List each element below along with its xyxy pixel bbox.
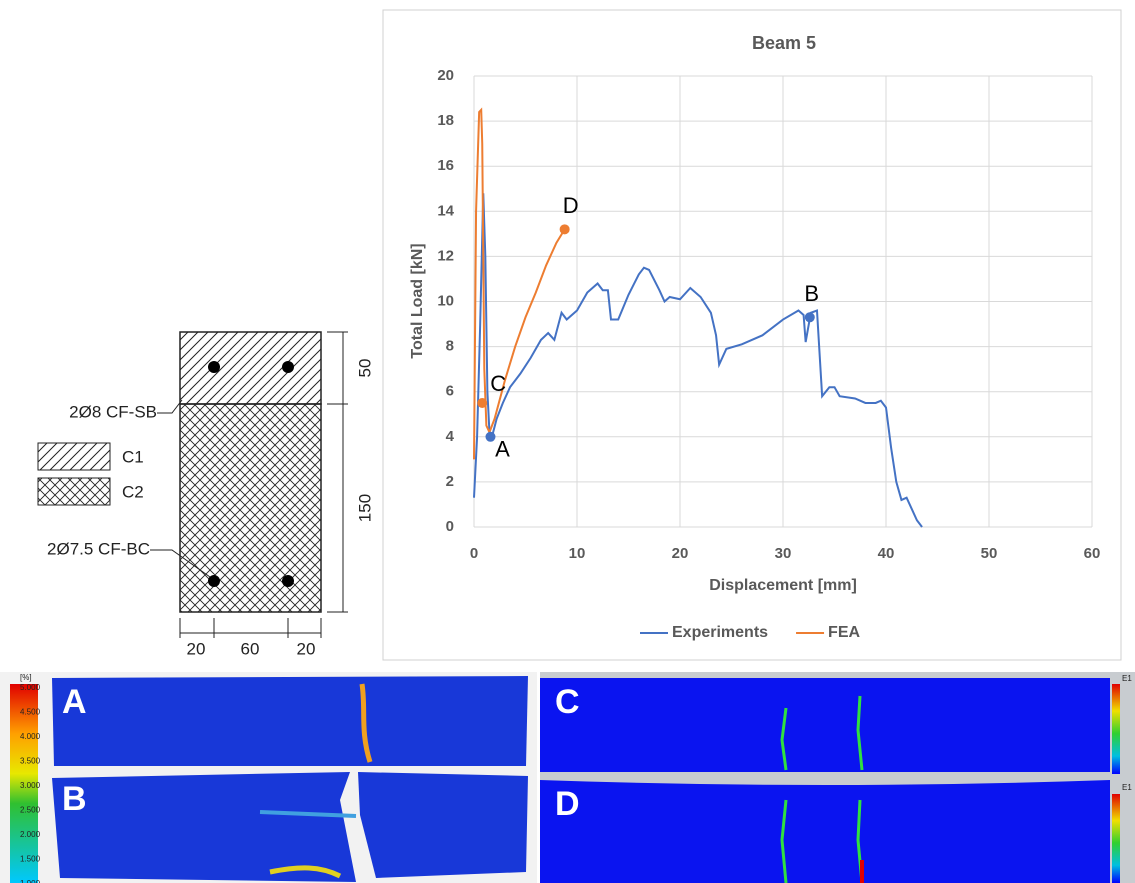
annotation-point	[477, 397, 488, 408]
rebar	[208, 361, 220, 373]
colorbar-unit: E1	[1122, 783, 1132, 792]
strain-image	[52, 676, 528, 766]
colorbar-label: 1.000	[20, 879, 41, 883]
y-tick-label: 16	[437, 157, 454, 174]
rebar	[282, 575, 294, 587]
fea-image	[540, 678, 1110, 772]
y-tick-label: 2	[446, 473, 454, 490]
colorbar-label: 1.500	[20, 855, 41, 864]
y-tick-label: 20	[437, 67, 454, 84]
colorbar-label: 5.000	[20, 683, 41, 692]
fea-image	[540, 780, 1110, 883]
rebar-label: 2Ø7.5 CF-BC	[47, 539, 150, 558]
x-tick-label: 60	[1084, 545, 1101, 562]
x-tick-label: 30	[775, 545, 792, 562]
rebar	[282, 361, 294, 373]
chart-title: Beam 5	[752, 33, 816, 53]
dimension: 150	[355, 494, 374, 522]
colorbar	[1112, 794, 1120, 883]
annotation-label: C	[490, 371, 506, 396]
colorbar-label: 2.000	[20, 830, 41, 839]
colorbar-label: 4.500	[20, 708, 41, 717]
annotation-label: D	[563, 193, 579, 218]
dic-panels: [%] 5.000 4.500 4.000 3.500 3.000 2.500 2.000 1…	[0, 672, 1135, 883]
annotation-label: B	[804, 281, 819, 306]
dimension: 50	[355, 359, 374, 378]
colorbar-label: 3.000	[20, 781, 41, 790]
annotation-point	[804, 312, 815, 323]
panel-label: D	[555, 785, 580, 823]
y-tick-label: 4	[446, 428, 455, 445]
rebar-label: 2Ø8 CF-SB	[69, 402, 157, 421]
x-tick-label: 0	[470, 545, 478, 562]
colorbar-unit: [%]	[20, 673, 32, 682]
panel-label: C	[555, 683, 580, 721]
panel-label: B	[62, 780, 87, 818]
x-tick-label: 10	[569, 545, 586, 562]
crack	[269, 865, 342, 879]
annotation-point	[485, 431, 496, 442]
dimension: 20	[297, 639, 316, 658]
legend-label: Experiments	[672, 624, 768, 641]
colorbar-label: 4.000	[20, 732, 41, 741]
crack	[780, 695, 864, 771]
dimension-lines	[179, 331, 348, 638]
legend-swatch	[37, 477, 111, 506]
colorbar-unit: E1	[1122, 674, 1132, 683]
colorbar-label: 3.500	[20, 757, 41, 766]
zone-c1	[179, 331, 322, 405]
x-tick-label: 20	[672, 545, 689, 562]
zone-c2	[179, 403, 322, 613]
y-tick-label: 18	[437, 112, 454, 129]
annotation-point	[559, 224, 570, 235]
colorbar	[1112, 684, 1120, 774]
y-tick-label: 14	[437, 202, 454, 219]
legend-swatch	[37, 442, 111, 471]
cross-section: 50 150 20 60 20 2Ø8 CF-SB 2Ø7.5 CF-BC C1…	[37, 331, 374, 658]
strain-image	[358, 772, 528, 878]
annotation-label: A	[495, 437, 510, 462]
y-tick-label: 10	[437, 292, 454, 309]
panel-label: A	[62, 683, 87, 721]
x-tick-label: 40	[878, 545, 895, 562]
legend-label: FEA	[828, 624, 860, 641]
crack	[359, 683, 373, 763]
dimension: 20	[187, 639, 206, 658]
y-tick-label: 12	[437, 247, 454, 264]
x-tick-label: 50	[981, 545, 998, 562]
rebar	[208, 575, 220, 587]
crack	[259, 810, 357, 818]
plot: 0 2 4 6 8 10 12 14 16 18 20 0 10 20 30 40 50 60 A B C D Experi…	[437, 67, 1100, 641]
y-axis-label: Total Load [kN]	[409, 243, 426, 358]
legend-label: C2	[122, 482, 144, 501]
chart-frame	[382, 9, 1122, 661]
series-line	[473, 193, 923, 528]
colorbar	[10, 684, 38, 883]
strain-image	[52, 772, 356, 882]
leader	[150, 549, 211, 578]
dimension: 60	[241, 639, 260, 658]
y-tick-label: 0	[446, 518, 454, 535]
y-tick-label: 8	[446, 338, 454, 355]
legend-label: C1	[122, 447, 144, 466]
colorbar-label: 2.500	[20, 806, 41, 815]
x-axis-label: Displacement [mm]	[709, 577, 857, 594]
y-tick-label: 6	[446, 383, 454, 400]
leader	[157, 399, 183, 414]
